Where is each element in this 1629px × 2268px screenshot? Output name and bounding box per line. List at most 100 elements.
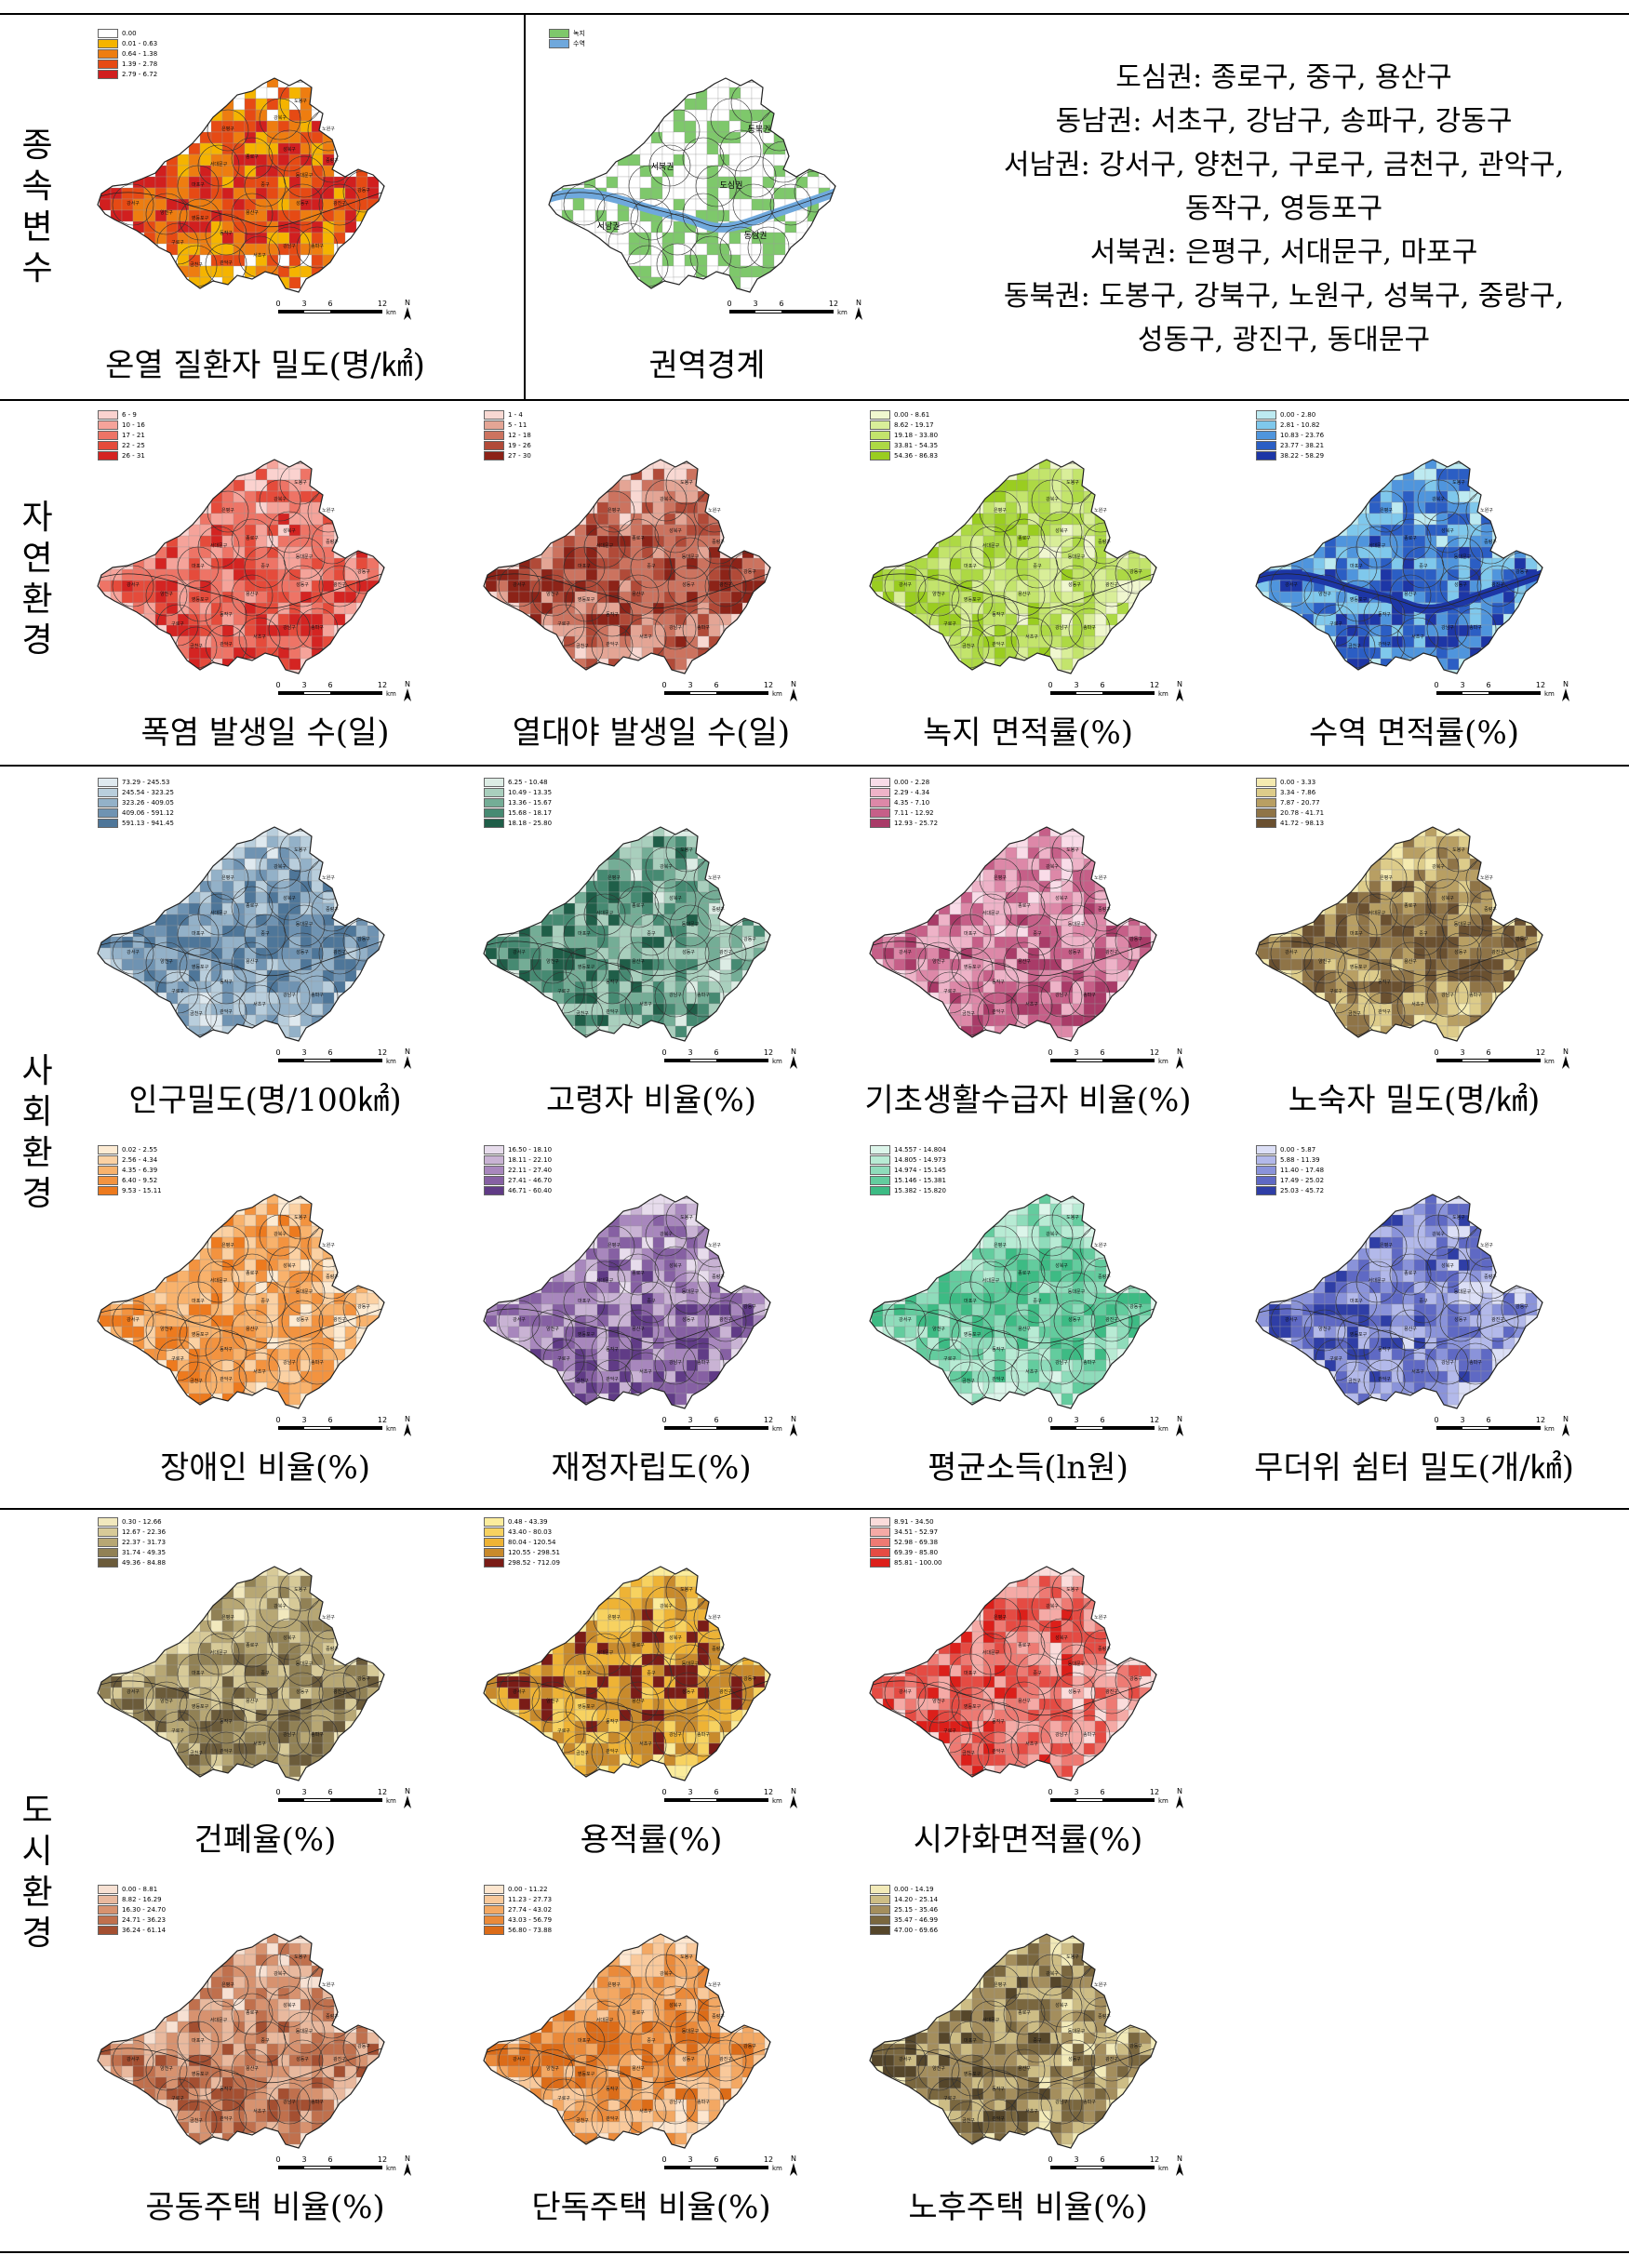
district-label: 영등포구: [964, 1331, 981, 1338]
district-label: 양천구: [160, 1698, 173, 1704]
legend-swatch: [1256, 777, 1276, 787]
district-label: 도봉구: [1066, 1215, 1079, 1221]
seoul-outline: [1255, 459, 1543, 674]
legend-swatch: [870, 787, 890, 797]
district-label: 강남구: [669, 624, 682, 631]
legend-label: 14.557 - 14.804: [894, 1145, 946, 1154]
district-label: 성동구: [296, 200, 309, 207]
district-label: 강북구: [1046, 863, 1059, 870]
legend-item: 0.00: [98, 28, 157, 38]
district-label: 은평구: [994, 1981, 1007, 1988]
district-label: 노원구: [1480, 507, 1493, 514]
district-label: 용산구: [1018, 2065, 1031, 2072]
district-label: 서대문구: [596, 910, 614, 916]
scale-tick-label: 3: [688, 2155, 692, 2164]
legend-item: 15.68 - 18.17: [484, 807, 552, 818]
legend-item: 0.01 - 0.63: [98, 38, 157, 48]
floor-area-ratio-legend: 0.48 - 43.39 43.40 - 80.03 80.04 - 120.54 1…: [484, 1516, 560, 1568]
district-label: 양천구: [160, 958, 173, 965]
legend-item: 14.20 - 25.14: [870, 1894, 938, 1904]
old-housing-ratio-panel: 도봉구 노원구 강북구 은평구 성북구 중랑구 종로구 서대문구 동대문구 마포구 중구 성동구 광진구…: [861, 1921, 1195, 2154]
district-label: 송파구: [1469, 1359, 1482, 1366]
scale-unit: km: [772, 2165, 782, 2172]
legend-item: 245.54 - 323.25: [98, 787, 174, 797]
region-boundary-panel: 동북권 서북권 도심권 서남권 동남권: [540, 65, 875, 298]
district-label: 마포구: [964, 1298, 977, 1304]
district-label: 양천구: [160, 209, 173, 216]
legend-swatch: [484, 409, 504, 420]
district-label: 성북구: [283, 1262, 296, 1269]
district-label: 도봉구: [1452, 1215, 1465, 1221]
region-boundary-caption: 권역경계: [648, 347, 766, 384]
district-label: 노원구: [322, 507, 335, 514]
district-label: 영등포구: [192, 964, 209, 970]
legend-item: 24.71 - 36.23: [98, 1914, 166, 1925]
scale-bar: 0 3 6 12 km N: [1047, 1414, 1186, 1444]
district-label: 도봉구: [1066, 1954, 1079, 1960]
scale-tick-label: 0: [661, 2155, 666, 2164]
district-label: 강북구: [274, 496, 287, 502]
district-label: 영등포구: [1350, 964, 1368, 970]
legend-swatch: [98, 1894, 118, 1904]
district-label: 종로구: [246, 1271, 259, 1276]
district-label: 금천구: [576, 1750, 589, 1756]
district-label: 금천구: [190, 1378, 203, 1384]
legend-item: 38.22 - 58.29: [1256, 450, 1324, 460]
district-label: 동작구: [220, 1346, 233, 1353]
legend-swatch: [870, 797, 890, 807]
district-label: 종로구: [632, 1643, 645, 1648]
detached-house-ratio-panel: 도봉구 노원구 강북구 은평구 성북구 중랑구 종로구 서대문구 동대문구 마포구 중구 성동구 광진구…: [474, 1921, 809, 2154]
legend-swatch: [98, 1904, 118, 1914]
district-label: 마포구: [192, 181, 205, 188]
green-area-ratio-legend: 0.00 - 8.61 8.62 - 19.17 19.18 - 33.80 33.8…: [870, 409, 938, 460]
district-label: 강서구: [899, 1688, 912, 1695]
district-label: 중구: [1033, 1671, 1042, 1676]
district-label: 강동구: [1129, 936, 1142, 942]
district-label: 강남구: [1441, 624, 1454, 631]
district-label: 양천구: [546, 591, 559, 597]
district-label: 은평구: [1380, 1242, 1393, 1248]
district-label: 중구: [1033, 2038, 1042, 2044]
legend-label: 26 - 31: [122, 451, 145, 460]
legend-swatch: [1256, 450, 1276, 460]
district-label: 서초구: [1025, 2108, 1038, 2115]
old-housing-ratio-caption: 노후주택 비율(%): [908, 2189, 1148, 2226]
district-label: 영등포구: [192, 1331, 209, 1338]
legend-swatch: [98, 807, 118, 818]
legend-item: 22.11 - 27.40: [484, 1165, 552, 1175]
legend-swatch: [1256, 1175, 1276, 1185]
district-label: 은평구: [608, 1614, 621, 1621]
district-label: 광진구: [1105, 2056, 1118, 2062]
legend-label: 10.49 - 13.35: [508, 788, 553, 796]
legend-label: 0.02 - 2.55: [122, 1145, 158, 1154]
legend-item: 15.382 - 15.820: [870, 1185, 946, 1195]
district-label: 서대문구: [210, 910, 228, 916]
district-label: 은평구: [994, 507, 1007, 514]
legend-swatch: [98, 1175, 118, 1185]
scale-tick-label: 3: [301, 1788, 306, 1796]
top-border: [0, 13, 1629, 15]
district-label: 성북구: [669, 1634, 682, 1641]
legend-label: 56.80 - 73.88: [508, 1926, 553, 1934]
north-arrow-label: N: [1177, 1415, 1182, 1423]
district-label: 영등포구: [964, 1703, 981, 1710]
legend-label: 23.77 - 38.21: [1280, 441, 1325, 449]
district-label: 금천구: [576, 2117, 589, 2124]
scale-unit: km: [386, 2165, 396, 2172]
district-label: 종로구: [246, 154, 259, 160]
legend-swatch: [484, 1537, 504, 1547]
district-label: 구로구: [171, 1728, 184, 1734]
district-label: 서초구: [253, 1001, 266, 1007]
district-label: 광진구: [1105, 1688, 1118, 1695]
district-label: 관악구: [606, 1008, 619, 1015]
district-label: 영등포구: [1350, 1331, 1368, 1338]
scale-tick-label: 0: [661, 1788, 666, 1796]
district-label: 성북구: [283, 895, 296, 901]
scale-tick-label: 3: [1460, 1048, 1464, 1057]
district-label: 강서구: [127, 1688, 140, 1695]
legend-swatch: [98, 48, 118, 59]
legend-item: 43.03 - 56.79: [484, 1914, 552, 1925]
legend-label: 8.82 - 16.29: [122, 1895, 162, 1903]
